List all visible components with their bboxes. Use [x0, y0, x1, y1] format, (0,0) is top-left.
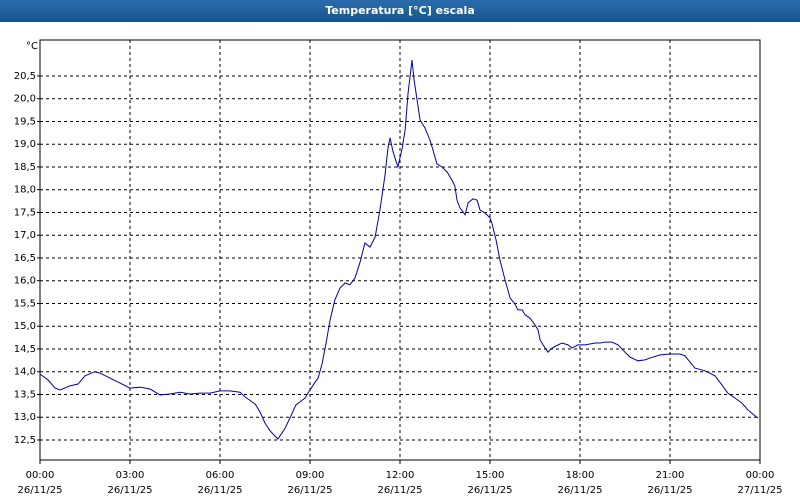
y-tick-label: 15,0	[14, 321, 36, 332]
x-tick-label: 00:00	[26, 470, 55, 481]
x-tick-date: 26/11/25	[288, 485, 333, 496]
y-tick-label: 14,0	[14, 367, 36, 378]
x-tick-date: 26/11/25	[648, 485, 693, 496]
y-tick-label: 18,5	[14, 162, 36, 173]
x-tick-date: 27/11/25	[738, 485, 783, 496]
plot-frame	[39, 39, 761, 461]
y-tick-label: 14,5	[14, 344, 36, 355]
x-tick-label: 15:00	[476, 470, 505, 481]
x-tick-label: 03:00	[116, 470, 145, 481]
y-tick-label: 17,0	[14, 230, 36, 241]
x-tick-date: 26/11/25	[108, 485, 153, 496]
x-tick-label: 06:00	[206, 470, 235, 481]
x-tick-label: 00:00	[746, 470, 775, 481]
y-axis-label: °C	[26, 41, 38, 52]
x-tick-date: 26/11/25	[18, 485, 63, 496]
y-tick-label: 17,5	[14, 207, 36, 218]
x-tick-date: 26/11/25	[378, 485, 423, 496]
x-tick-label: 12:00	[386, 470, 415, 481]
y-tick-label: 20,5	[14, 71, 36, 82]
x-tick-date: 26/11/25	[468, 485, 513, 496]
y-tick-label: 13,0	[14, 412, 36, 423]
y-tick-label: 16,0	[14, 276, 36, 287]
x-tick-label: 09:00	[296, 470, 325, 481]
y-tick-label: 19,5	[14, 116, 36, 127]
y-tick-label: 12,5	[14, 435, 36, 446]
y-tick-label: 16,5	[14, 253, 36, 264]
x-tick-date: 26/11/25	[198, 485, 243, 496]
title-bar: Temperatura [°C] escala	[0, 0, 800, 22]
x-tick-label: 21:00	[656, 470, 685, 481]
y-tick-label: 15,5	[14, 298, 36, 309]
y-tick-label: 20,0	[14, 94, 36, 105]
temperature-line	[39, 59, 759, 440]
y-tick-label: 18,0	[14, 185, 36, 196]
chart: °C 12,5 13,0 13,5 14,0 14,5 15,0 15,5 16,0 16,5 1…	[14, 39, 783, 496]
y-tick-label: 19,0	[14, 139, 36, 150]
x-tick-label: 18:00	[566, 470, 595, 481]
x-tick-date: 26/11/25	[558, 485, 603, 496]
y-tick-label: 13,5	[14, 389, 36, 400]
